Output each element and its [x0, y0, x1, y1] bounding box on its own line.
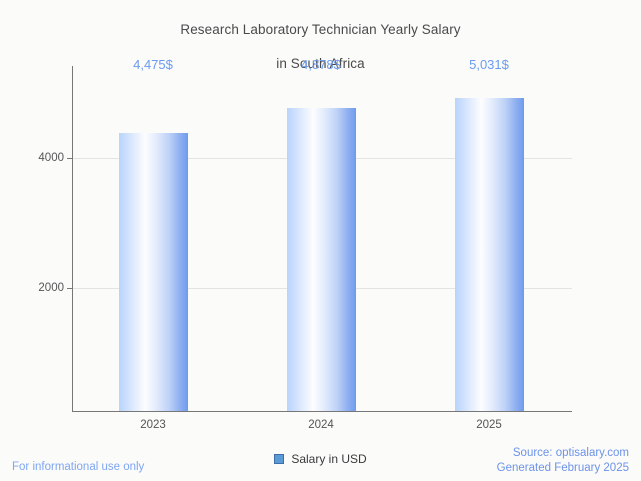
- y-tick-mark-2000: [67, 288, 72, 289]
- bar-value-label-2023: 4,475$: [133, 57, 173, 72]
- bar-value-label-2025: 5,031$: [469, 57, 509, 72]
- bar-2025[interactable]: [455, 98, 524, 411]
- chart-title-line-2: in South Africa: [276, 56, 365, 71]
- disclaimer-text: For informational use only: [12, 461, 145, 473]
- bar-2024[interactable]: [287, 108, 356, 411]
- bar-2023[interactable]: [119, 133, 188, 411]
- y-tick-label-2000: 2000: [38, 282, 64, 294]
- bar-value-label-2024: 4,878$: [301, 57, 341, 72]
- x-tick-label-2023: 2023: [140, 419, 166, 431]
- x-axis-line: [72, 411, 572, 412]
- legend-item-label[interactable]: Salary in USD: [291, 452, 367, 466]
- y-axis-line: [72, 66, 73, 412]
- y-tick-mark-4000: [67, 158, 72, 159]
- salary-legend-swatch-icon: [274, 454, 285, 464]
- chart-title: Research Laboratory Technician Yearly Sa…: [0, 4, 641, 72]
- chart-title-line-1: Research Laboratory Technician Yearly Sa…: [180, 22, 461, 37]
- generated-date-text: Generated February 2025: [496, 462, 629, 474]
- y-tick-label-4000: 4000: [38, 152, 64, 164]
- chart-legend: Salary in USD: [0, 452, 641, 466]
- x-tick-label-2024: 2024: [308, 419, 334, 431]
- source-attribution: Source: optisalary.com Generated Februar…: [497, 446, 629, 476]
- x-tick-label-2025: 2025: [476, 419, 502, 431]
- source-text: Source: optisalary.com: [512, 447, 629, 459]
